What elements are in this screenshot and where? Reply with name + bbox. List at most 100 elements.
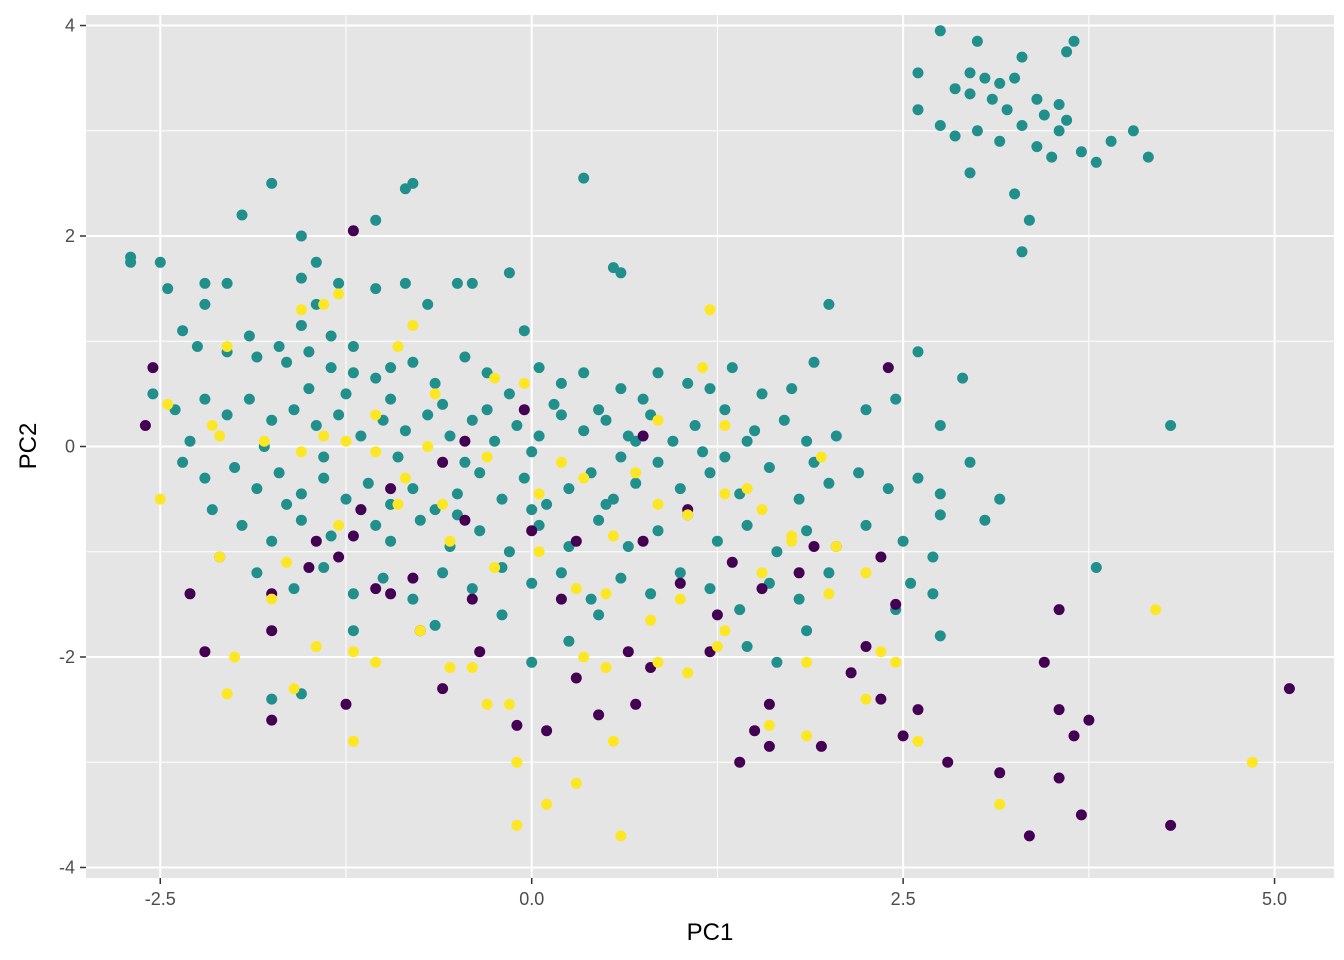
scatter-point	[808, 541, 820, 552]
scatter-point	[957, 372, 969, 384]
scatter-point	[496, 493, 508, 505]
scatter-point	[890, 393, 902, 405]
scatter-point	[570, 583, 582, 595]
scatter-point	[147, 362, 159, 374]
scatter-point	[741, 641, 753, 652]
scatter-point	[340, 435, 352, 447]
scatter-point	[243, 330, 255, 342]
scatter-point	[429, 619, 441, 631]
scatter-point	[578, 651, 590, 663]
scatter-point	[511, 719, 523, 731]
scatter-point	[1023, 214, 1035, 226]
scatter-point	[533, 362, 545, 374]
scatter-point	[243, 393, 255, 405]
scatter-point	[370, 519, 382, 531]
scatter-point	[749, 425, 761, 437]
scatter-point	[399, 472, 411, 484]
scatter-point	[303, 383, 315, 395]
scatter-point	[229, 462, 241, 473]
scatter-point	[474, 467, 486, 479]
scatter-point	[815, 740, 827, 752]
scatter-point	[481, 404, 493, 416]
scatter-point	[763, 462, 775, 473]
scatter-point	[214, 551, 226, 563]
scatter-point	[1053, 604, 1065, 616]
scatter-point	[266, 693, 278, 705]
scatter-point	[674, 593, 686, 605]
scatter-point	[199, 277, 211, 289]
scatter-point	[971, 35, 983, 47]
scatter-point	[340, 698, 352, 710]
scatter-point	[422, 298, 434, 310]
scatter-point	[652, 367, 664, 379]
scatter-point	[392, 498, 404, 510]
scatter-point	[333, 277, 345, 289]
scatter-point	[615, 830, 627, 842]
scatter-point	[704, 304, 716, 316]
scatter-point	[964, 88, 976, 100]
scatter-point	[437, 398, 449, 410]
scatter-point	[199, 298, 211, 310]
scatter-point	[281, 498, 293, 510]
x-axis-ticks: -2.5 0.0 2.5 5.0	[145, 878, 1287, 909]
scatter-point	[994, 77, 1006, 89]
scatter-point	[347, 646, 359, 658]
scatter-point	[585, 593, 597, 605]
scatter-point	[964, 67, 976, 79]
scatter-point	[786, 383, 798, 395]
scatter-point	[615, 451, 627, 463]
scatter-point	[994, 767, 1006, 779]
scatter-point	[303, 562, 315, 573]
scatter-point	[711, 609, 723, 621]
scatter-point	[652, 525, 664, 537]
scatter-point	[325, 530, 337, 542]
scatter-point	[1075, 809, 1087, 821]
scatter-point	[295, 304, 307, 316]
scatter-point	[778, 414, 790, 426]
scatter-point	[964, 456, 976, 468]
scatter-point	[503, 267, 515, 279]
scatter-point	[422, 441, 434, 452]
y-tick-label: -2	[59, 647, 75, 667]
scatter-point	[206, 420, 218, 431]
scatter-point	[793, 493, 805, 505]
scatter-point	[1105, 135, 1117, 147]
scatter-point	[949, 130, 961, 142]
scatter-point	[555, 567, 567, 579]
scatter-point	[823, 567, 835, 579]
scatter-point	[295, 320, 307, 331]
scatter-point	[667, 435, 679, 447]
scatter-point	[385, 535, 397, 547]
y-axis-title: PC2	[15, 423, 42, 470]
scatter-point	[333, 288, 345, 300]
scatter-point	[347, 341, 359, 352]
scatter-point	[570, 535, 582, 547]
scatter-point	[526, 446, 538, 458]
scatter-point	[593, 709, 605, 721]
scatter-point	[303, 346, 315, 358]
scatter-point	[756, 504, 768, 516]
scatter-point	[310, 420, 322, 431]
scatter-point	[704, 383, 716, 395]
scatter-point	[1061, 114, 1073, 126]
scatter-point	[459, 435, 471, 447]
scatter-point	[600, 498, 612, 510]
scatter-point	[823, 477, 835, 489]
scatter-point	[511, 756, 523, 768]
scatter-point	[563, 635, 575, 647]
scatter-point	[912, 704, 924, 716]
scatter-point	[1046, 151, 1058, 163]
scatter-point	[266, 593, 278, 605]
scatter-point	[711, 535, 723, 547]
scatter-point	[236, 209, 248, 221]
scatter-point	[682, 667, 694, 679]
scatter-point	[1061, 46, 1073, 58]
scatter-point	[541, 498, 553, 510]
scatter-point	[429, 388, 441, 400]
scatter-point	[1023, 830, 1035, 842]
scatter-point	[1016, 246, 1028, 258]
scatter-point	[912, 472, 924, 484]
scatter-point	[533, 488, 545, 500]
scatter-point	[570, 777, 582, 789]
scatter-point	[333, 551, 345, 563]
